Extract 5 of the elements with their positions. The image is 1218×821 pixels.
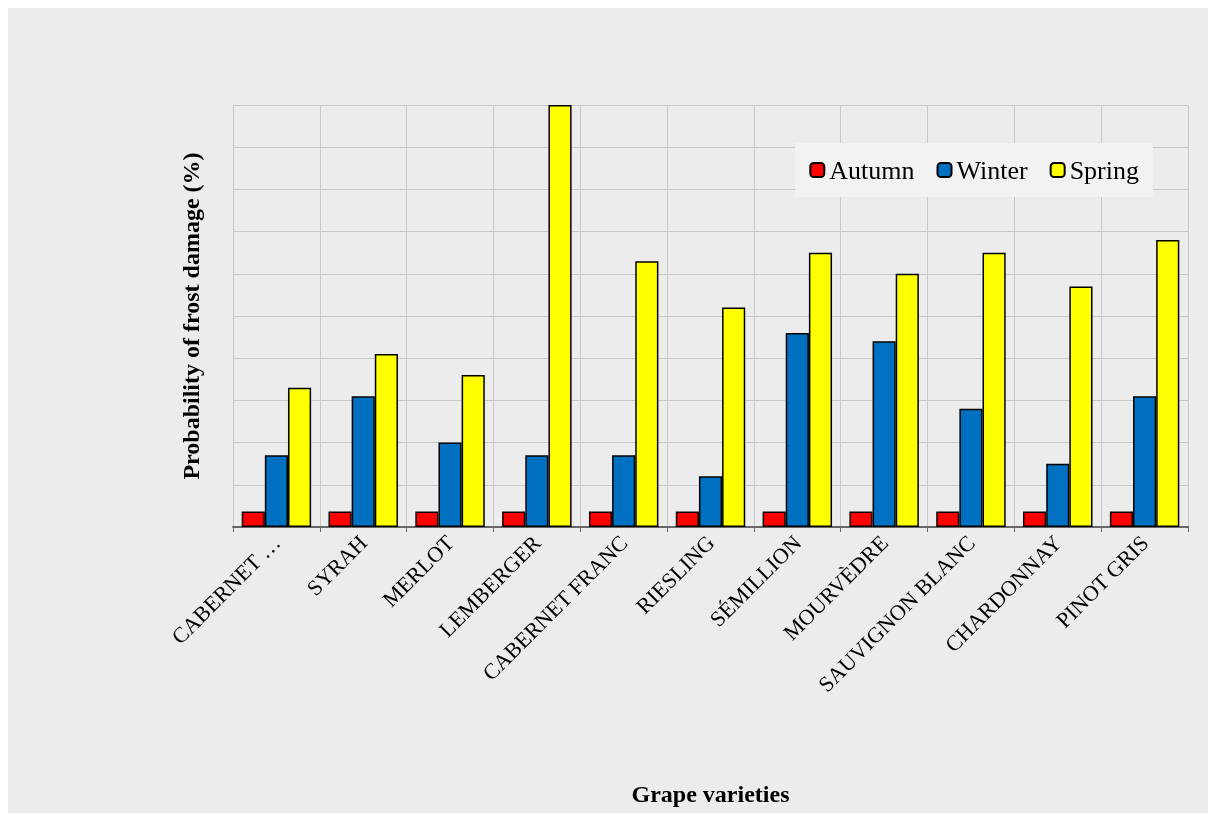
legend-label: Spring <box>1069 155 1139 185</box>
legend-label: Winter <box>956 155 1028 185</box>
y-axis-title: Probability of frost damage (%) <box>178 152 204 480</box>
legend-label: Autumn <box>829 155 915 185</box>
x-axis-title: Grape varieties <box>631 781 790 807</box>
